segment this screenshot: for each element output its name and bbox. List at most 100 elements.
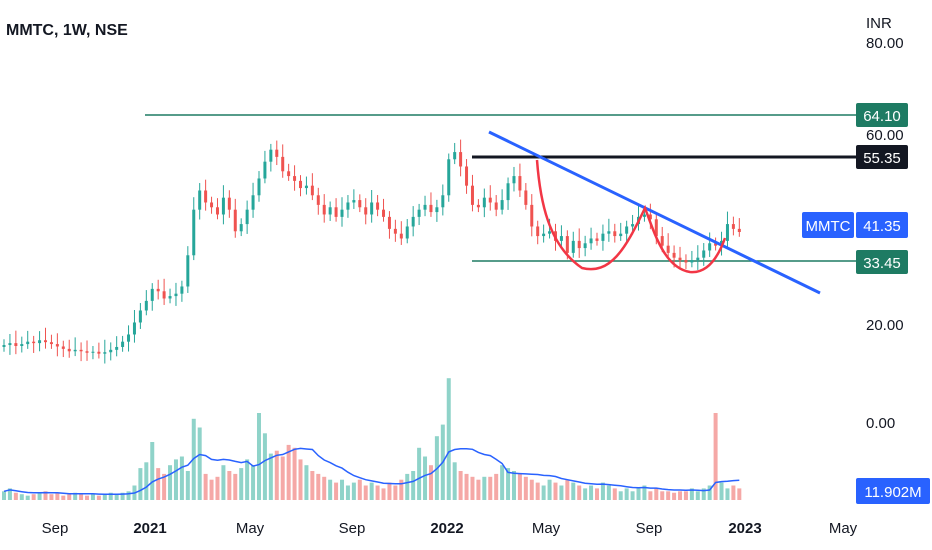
pattern-curve[interactable] [535,159,727,274]
candle-body [257,178,261,196]
candle-body [731,224,735,229]
symbol-badge-bg [802,212,854,238]
candle-body [180,286,184,294]
candle-body [601,233,605,241]
candle-body [316,195,320,205]
volume-bar [13,492,18,500]
volume-bar [559,485,564,500]
volume-bar [506,468,511,500]
volume-bar [102,494,107,500]
volume-bar [357,479,362,500]
candle-body [559,236,563,241]
candle-body [684,260,688,263]
candle-body [20,344,24,346]
candle-body [97,351,101,354]
candle-body [648,214,652,220]
candle-body [61,346,65,349]
candle-body [14,343,18,346]
candle-body [548,231,552,234]
badge-33-45-bg [856,250,908,274]
candle-body [281,156,285,172]
candle-body [536,226,540,237]
symbol-price-badge[interactable]: MMTC 41.35 [802,212,908,238]
candle-body [702,250,706,258]
candle-body [393,228,397,234]
candle-body [49,342,53,345]
candle-body [488,197,492,203]
candle-body [215,207,219,215]
volume-bar [328,479,333,500]
candle-body [482,197,486,208]
volume-bar [571,482,576,500]
candle-body [168,296,172,299]
volume-bar [707,485,712,500]
candle-body [132,322,136,335]
volume-bar [517,473,522,500]
volume-bar [245,459,250,500]
candle-body [542,233,546,237]
volume-bar [363,485,368,500]
volume-bar [689,488,694,500]
candle-body [91,351,95,353]
volume-bar [500,465,505,500]
volume-bar [31,494,36,500]
volume-bar [268,453,273,500]
volume-bar [589,485,594,500]
candle-body [720,240,724,246]
volume-bar [67,494,72,500]
candle-body [607,231,611,234]
candle-body [387,216,391,229]
candle-body [109,349,113,353]
volume-bar [458,471,463,500]
volume-bar [256,413,261,500]
candle-body [8,343,12,346]
volume-bar [144,462,149,500]
candle-body [589,238,593,244]
candle-body [725,224,729,241]
volume-bar [138,468,143,500]
time-label-sep-2021: Sep [339,520,366,537]
candle-body [441,195,445,208]
volume-bar [221,465,226,500]
price-tick-20: 20.00 [866,317,904,334]
volume-ma-badge: 11.902M [856,478,930,504]
volume-bar [7,488,12,500]
volume-bar [79,494,84,500]
volume-bar [2,491,6,500]
volume-bar [179,456,184,500]
time-label-2022: 2022 [430,520,463,537]
volume-bar [197,427,202,500]
symbol-badge-label: MMTC [806,218,851,235]
volume-bar [340,479,345,500]
candle-body [322,204,326,215]
volume-bar [565,479,570,500]
badge-55-35: 55.35 [856,145,908,169]
volume-bar [672,492,677,500]
volume-bar [292,447,297,500]
candle-body [79,349,83,352]
candle-body [67,348,71,352]
volume-bar [310,471,315,500]
volume-bar [636,488,641,500]
volume-bar [90,494,95,500]
candle-body [423,204,427,210]
volume-bar [239,468,244,500]
candle-body [239,224,243,232]
candle-body [150,288,154,301]
volume-bar [185,471,190,500]
candle-body [613,231,617,237]
volume-bar [719,482,724,500]
candle-body [233,209,237,232]
time-label-2023: 2023 [728,520,761,537]
volume-bar [523,476,528,500]
time-label-sep-2022: Sep [636,520,663,537]
volume-bar [381,488,386,500]
volume-bar [731,485,736,500]
candle-body [38,340,42,344]
downtrend-line[interactable] [488,130,821,295]
candle-body [435,207,439,213]
candle-body [696,257,700,261]
volume-bar [695,491,700,500]
